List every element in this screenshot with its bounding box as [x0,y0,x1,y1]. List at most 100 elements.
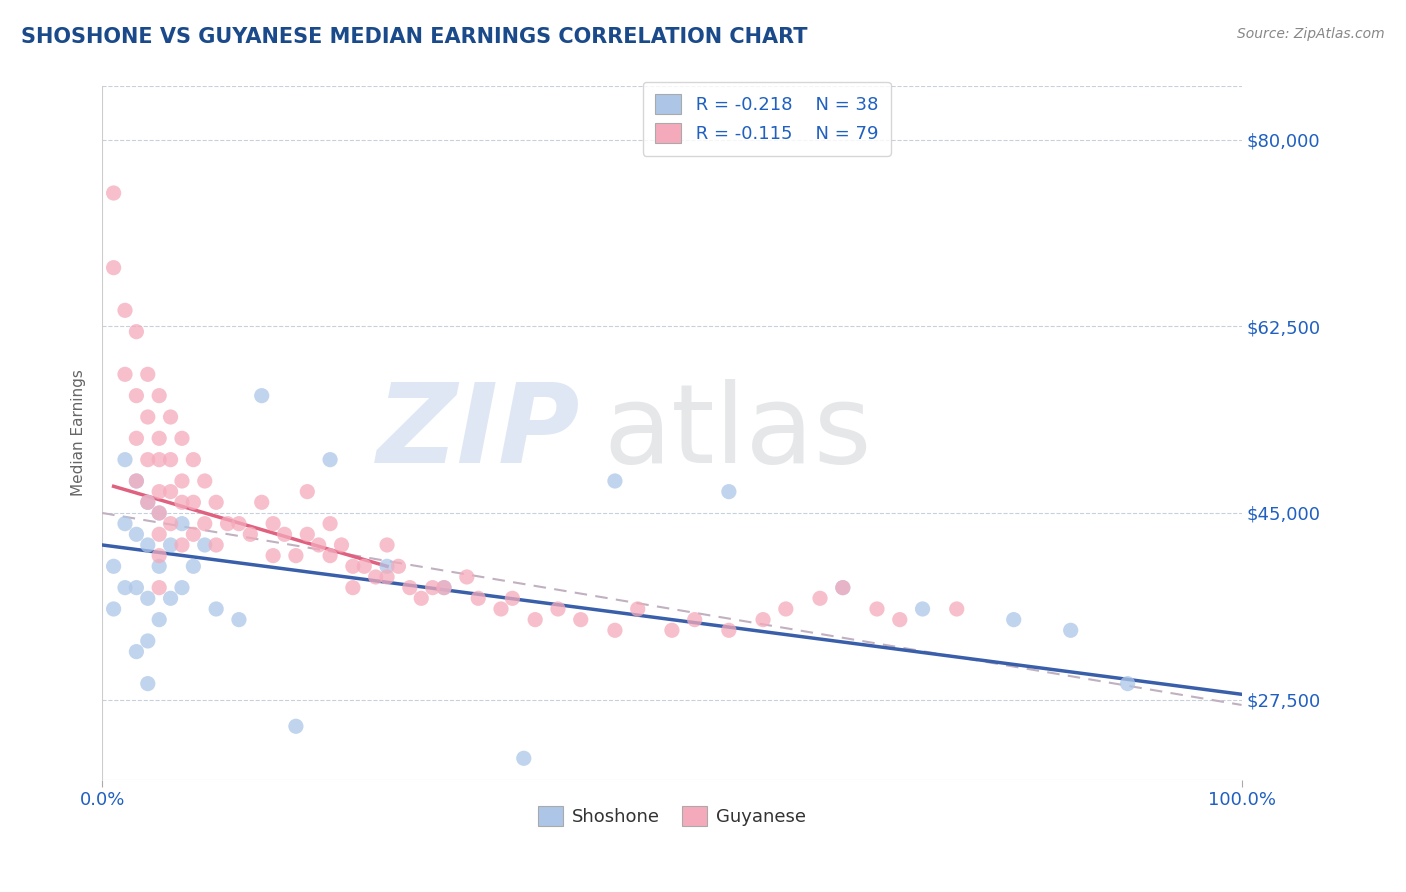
Text: ZIP: ZIP [377,379,581,486]
Point [125,527,148,541]
Point [170,581,193,595]
Point [136,495,159,509]
Point [136,409,159,424]
Point [170,495,193,509]
Point [513,751,536,765]
Point [501,591,523,606]
Point [433,581,456,595]
Point [148,431,170,445]
Point [353,559,375,574]
Point [375,538,398,552]
Point [183,527,205,541]
Point [125,645,148,659]
Point [911,602,934,616]
Point [239,527,262,541]
Point [125,474,148,488]
Point [159,409,181,424]
Point [159,591,181,606]
Point [422,581,444,595]
Point [297,484,319,499]
Point [866,602,889,616]
Point [456,570,478,584]
Point [945,602,967,616]
Point [228,613,250,627]
Point [170,538,193,552]
Point [364,570,387,584]
Point [433,581,456,595]
Point [114,303,136,318]
Point [489,602,512,616]
Point [136,452,159,467]
Point [159,538,181,552]
Point [125,474,148,488]
Point [775,602,797,616]
Point [170,431,193,445]
Point [569,613,592,627]
Point [398,581,420,595]
Point [205,538,228,552]
Point [342,559,364,574]
Point [183,452,205,467]
Point [148,549,170,563]
Point [284,549,307,563]
Point [831,581,853,595]
Point [103,602,125,616]
Point [375,559,398,574]
Point [889,613,911,627]
Point [136,634,159,648]
Point [159,516,181,531]
Point [387,559,409,574]
Point [114,581,136,595]
Point [136,495,159,509]
Point [467,591,489,606]
Point [114,452,136,467]
Point [375,570,398,584]
Point [159,452,181,467]
Point [717,484,740,499]
Point [136,676,159,690]
Point [136,538,159,552]
Text: SHOSHONE VS GUYANESE MEDIAN EARNINGS CORRELATION CHART: SHOSHONE VS GUYANESE MEDIAN EARNINGS COR… [21,27,807,46]
Point [683,613,706,627]
Point [1116,676,1139,690]
Point [411,591,433,606]
Point [1002,613,1025,627]
Point [114,368,136,382]
Point [262,516,284,531]
Point [103,186,125,200]
Point [148,613,170,627]
Point [103,260,125,275]
Y-axis label: Median Earnings: Median Earnings [72,369,86,497]
Point [297,527,319,541]
Point [170,474,193,488]
Point [603,474,626,488]
Point [159,484,181,499]
Point [831,581,853,595]
Point [125,431,148,445]
Point [148,559,170,574]
Point [205,495,228,509]
Point [136,591,159,606]
Point [603,624,626,638]
Point [808,591,831,606]
Point [148,484,170,499]
Point [319,549,342,563]
Point [228,516,250,531]
Point [148,581,170,595]
Point [194,474,217,488]
Point [148,506,170,520]
Point [717,624,740,638]
Point [284,719,307,733]
Point [250,389,273,403]
Point [319,452,342,467]
Point [250,495,273,509]
Legend: Shoshone, Guyanese: Shoshone, Guyanese [530,798,813,833]
Point [183,559,205,574]
Point [1060,624,1083,638]
Point [125,581,148,595]
Point [524,613,547,627]
Point [262,549,284,563]
Point [330,538,353,552]
Point [205,602,228,616]
Point [103,559,125,574]
